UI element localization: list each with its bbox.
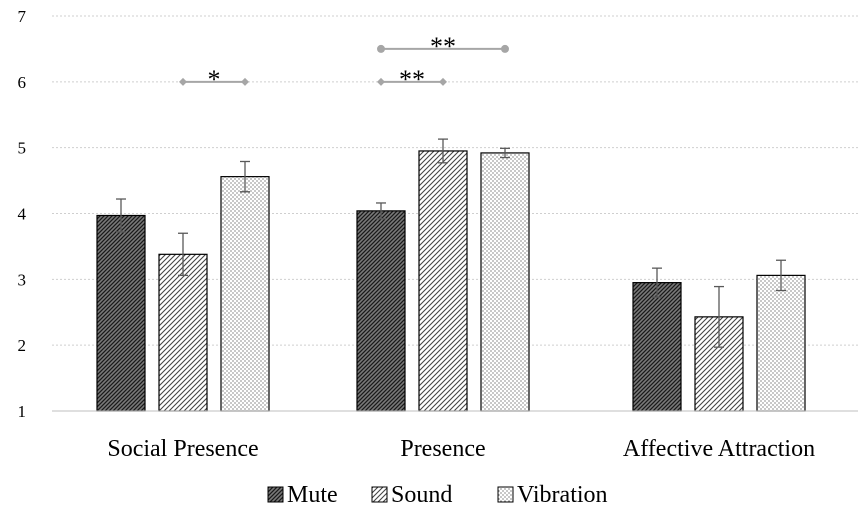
error-bars <box>116 138 786 348</box>
legend-label: Mute <box>287 482 338 508</box>
y-tick-label: 5 <box>18 139 27 158</box>
y-tick-label: 3 <box>18 270 27 289</box>
y-tick-label: 6 <box>18 73 27 92</box>
bracket-endpoint <box>377 77 385 86</box>
legend-swatch <box>267 486 284 503</box>
bracket-endpoint <box>501 44 509 53</box>
legend-label: Vibration <box>517 482 608 508</box>
legend-item-mute: Mute <box>267 482 338 508</box>
legend-label: Sound <box>391 482 452 508</box>
category-label: Affective Attraction <box>623 436 815 462</box>
legend: Mute Sound Vibration <box>267 482 608 508</box>
bar-mute-0 <box>96 214 146 412</box>
significance-label: ** <box>399 65 425 94</box>
y-axis-ticks: 1 2 3 4 5 6 7 <box>18 7 27 421</box>
y-tick-label: 4 <box>18 205 27 224</box>
legend-swatch <box>497 486 514 503</box>
bar-vibration-1 <box>480 152 530 412</box>
category-label: Social Presence <box>107 436 258 462</box>
y-tick-label: 7 <box>18 7 27 26</box>
legend-item-sound: Sound <box>371 482 452 508</box>
significance-markers: * **** <box>179 32 509 94</box>
bracket-endpoint <box>377 44 385 53</box>
bar-vibration-0 <box>220 176 270 412</box>
legend-swatch <box>371 486 388 503</box>
legend-item-vibration: Vibration <box>497 482 608 508</box>
significance-label: * <box>208 65 221 94</box>
bar-mute-2 <box>632 282 682 412</box>
bracket-endpoint <box>241 77 249 86</box>
bracket-endpoint <box>179 77 187 86</box>
bracket-endpoint <box>439 77 447 86</box>
bar-vibration-2 <box>756 274 806 412</box>
bar-sound-0 <box>158 253 208 412</box>
y-tick-label: 2 <box>18 336 27 355</box>
category-label: Presence <box>400 436 485 462</box>
bars <box>96 150 806 412</box>
significance-label: ** <box>430 32 456 61</box>
y-tick-label: 1 <box>18 402 27 421</box>
bar-sound-1 <box>418 150 468 412</box>
bar-mute-1 <box>356 210 406 412</box>
category-labels: Social Presence Presence Affective Attract… <box>107 436 815 462</box>
